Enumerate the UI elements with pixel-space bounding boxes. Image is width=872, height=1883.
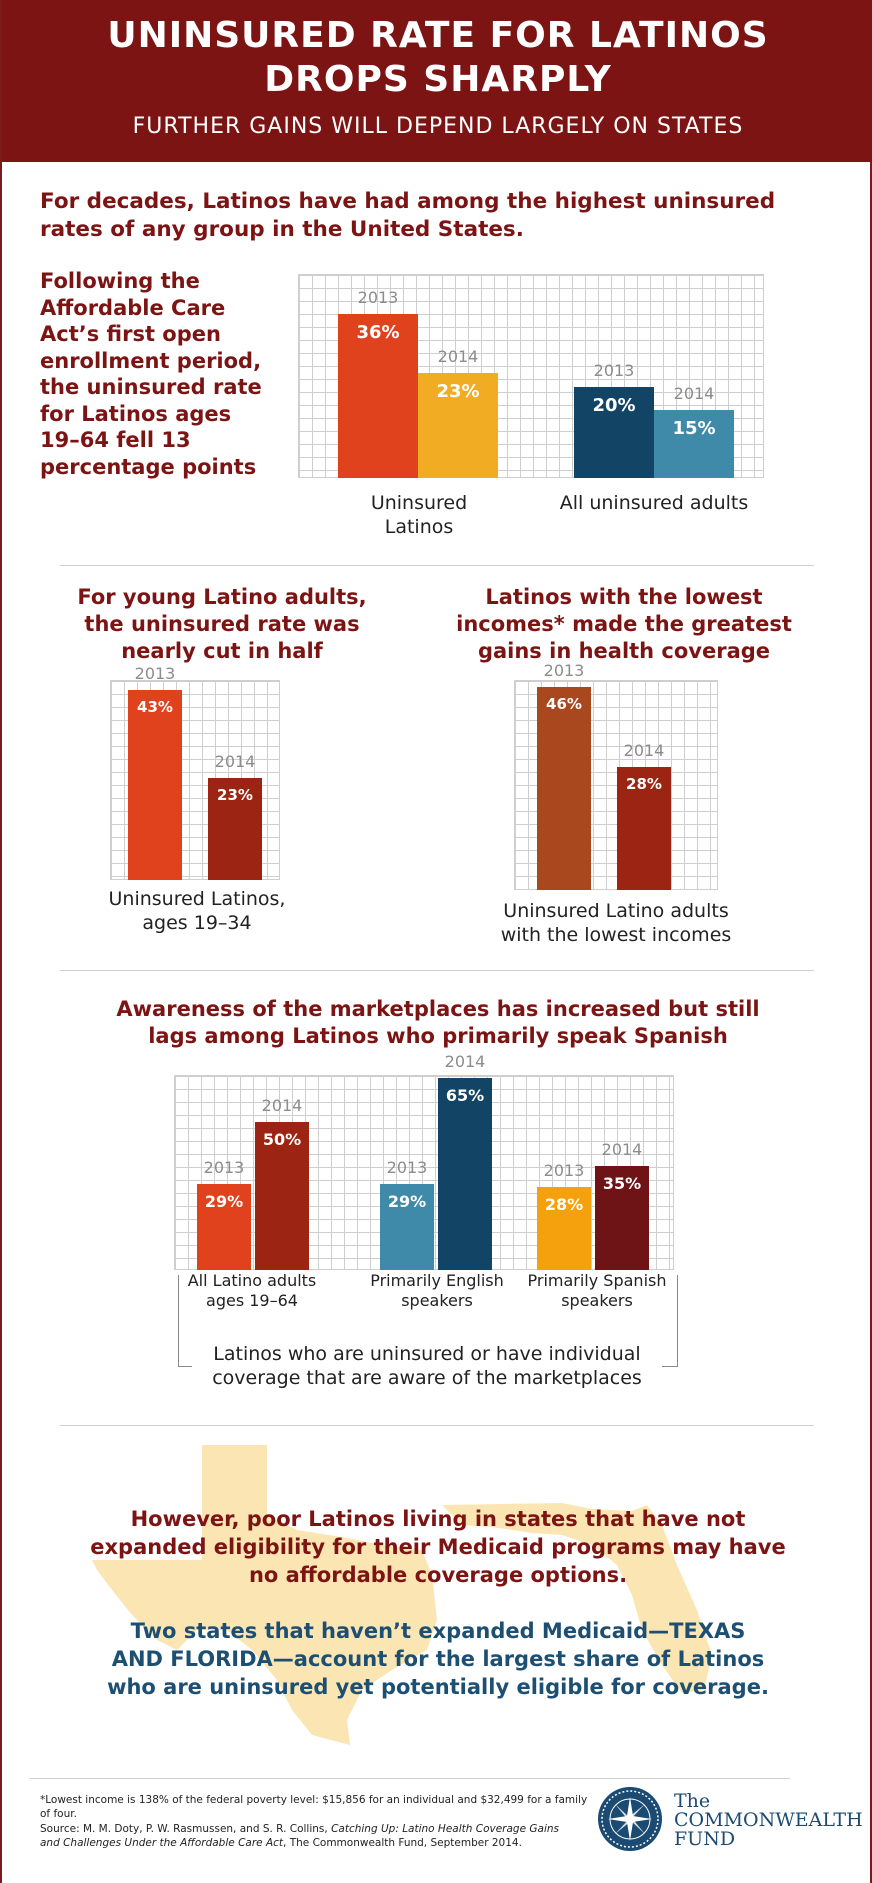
- chart-4-category-label: Primarily Spanish speakers: [527, 1271, 667, 1310]
- chart-2-category-label: Uninsured Latinos, ages 19–34: [108, 888, 286, 934]
- texas-shape: [92, 1445, 437, 1745]
- main-title: UNINSURED RATE FOR LATINOS DROPS SHARPLY: [107, 15, 769, 100]
- logo-wordmark: The COMMONWEALTH FUND: [674, 1792, 863, 1849]
- bar-2013: 36%: [338, 314, 418, 478]
- bar-value-label: 35%: [602, 1174, 642, 1193]
- year-label: 2014: [673, 384, 715, 403]
- source-suffix: , The Commonwealth Fund, September 2014.: [283, 1837, 522, 1849]
- bracket-label: Latinos who are uninsured or have indivi…: [192, 1342, 662, 1390]
- chart-3-category-label: Uninsured Latino adults with the lowest …: [500, 900, 732, 946]
- bar-2014: 35%: [595, 1166, 649, 1270]
- bar-value-label: 20%: [592, 395, 636, 416]
- bar-2014: 65%: [438, 1078, 492, 1270]
- bar-value-label: 29%: [387, 1192, 427, 1211]
- year-label: 2013: [134, 664, 176, 683]
- bar-2013: 28%: [537, 1187, 591, 1270]
- divider: [60, 1425, 814, 1426]
- chart-1-category-label: All uninsured adults: [559, 492, 749, 514]
- bar-2014: 28%: [617, 767, 671, 890]
- bar-value-label: 29%: [204, 1192, 244, 1211]
- subtitle: FURTHER GAINS WILL DEPEND LARGELY ON STA…: [132, 114, 744, 139]
- texas-florida-map: [92, 1445, 712, 1745]
- bar-value-label: 36%: [356, 322, 400, 343]
- year-label: 2014: [437, 347, 479, 366]
- bar-2013: 43%: [128, 690, 182, 880]
- bar-2014: 23%: [418, 373, 498, 478]
- bar-2014: 15%: [654, 410, 734, 478]
- chart-4-category-label: Primarily English speakers: [370, 1271, 504, 1310]
- header-banner: UNINSURED RATE FOR LATINOS DROPS SHARPLY…: [2, 0, 872, 162]
- logo-commonwealth: COMMONWEALTH: [674, 1809, 863, 1831]
- logo-fund: FUND: [674, 1828, 736, 1850]
- lowest-income-heading: Latinos with the lowest incomes* made th…: [456, 585, 792, 663]
- bar-value-label: 65%: [445, 1086, 485, 1105]
- bar-2014: 50%: [255, 1122, 309, 1270]
- bar-value-label: 28%: [626, 775, 662, 793]
- medicaid-paragraph: However, poor Latinos living in states t…: [90, 1507, 786, 1587]
- year-label: 2013: [593, 361, 635, 380]
- divider: [60, 565, 814, 566]
- commonwealth-logo-icon: [598, 1787, 662, 1851]
- awareness-heading: Awareness of the marketplaces has increa…: [116, 997, 760, 1048]
- year-label: 2013: [386, 1158, 428, 1177]
- bar-value-label: 23%: [436, 381, 480, 402]
- bar-2014: 23%: [208, 778, 262, 880]
- source-prefix: Source: M. M. Doty, P. W. Rasmussen, and…: [40, 1823, 332, 1835]
- year-label: 2013: [203, 1158, 245, 1177]
- chart-1-category-label: Uninsured Latinos: [370, 492, 468, 538]
- footnote: *Lowest income is 138% of the federal po…: [40, 1794, 588, 1820]
- bar-value-label: 46%: [546, 695, 582, 713]
- divider: [60, 970, 814, 971]
- year-label: 2013: [357, 288, 399, 307]
- source-citation: Source: M. M. Doty, P. W. Rasmussen, and…: [40, 1822, 560, 1850]
- intro-text: For decades, Latinos have had among the …: [40, 189, 776, 242]
- year-label: 2014: [444, 1052, 486, 1071]
- florida-shape: [442, 1503, 712, 1693]
- year-label: 2014: [623, 741, 665, 760]
- bar-value-label: 50%: [262, 1130, 302, 1149]
- source-title: Catching Up: Latino Health Coverage Gain…: [40, 1823, 559, 1849]
- chart-4-category-label: All Latino adults ages 19–64: [187, 1271, 317, 1310]
- bar-2013: 46%: [537, 687, 591, 890]
- year-label: 2014: [214, 752, 256, 771]
- bar-value-label: 15%: [672, 418, 716, 439]
- year-label: 2014: [601, 1140, 643, 1159]
- sidenote-text: Following the Affordable Care Act’s firs…: [40, 269, 262, 479]
- compass-star-icon: [601, 1790, 659, 1848]
- year-label: 2014: [261, 1096, 303, 1115]
- logo-the: The: [674, 1790, 711, 1812]
- bar-value-label: 28%: [544, 1195, 584, 1214]
- year-label: 2013: [543, 661, 585, 680]
- texas-florida-paragraph: Two states that haven’t expanded Medicai…: [107, 1619, 769, 1699]
- bar-value-label: 23%: [217, 786, 253, 804]
- young-adults-heading: For young Latino adults, the uninsured r…: [77, 585, 367, 663]
- bar-2013: 29%: [380, 1184, 434, 1270]
- year-label: 2013: [543, 1161, 585, 1180]
- bar-value-label: 43%: [137, 698, 173, 716]
- divider: [30, 1778, 790, 1779]
- bar-2013: 20%: [574, 387, 654, 478]
- bar-2013: 29%: [197, 1184, 251, 1270]
